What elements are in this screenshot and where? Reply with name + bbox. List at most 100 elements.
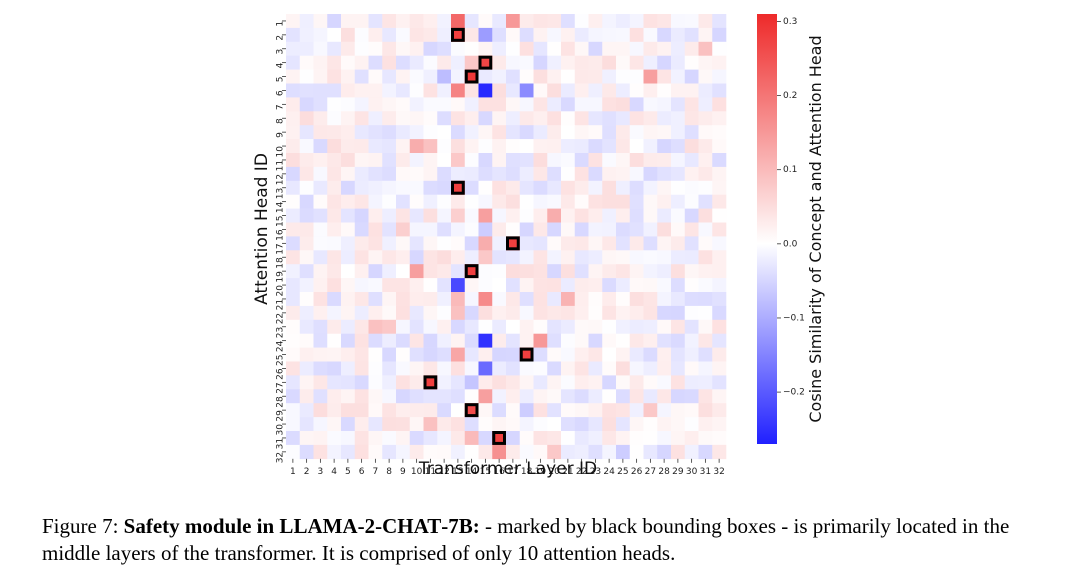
heatmap-cell <box>313 222 328 237</box>
x-tick-label: 30 <box>686 467 698 477</box>
heatmap-cell <box>588 97 603 112</box>
heatmap-cell <box>629 194 644 209</box>
safety-head-box <box>464 264 479 279</box>
heatmap-cell <box>327 14 342 29</box>
heatmap-cell <box>684 69 699 84</box>
heatmap-cell <box>286 153 301 168</box>
heatmap-cell <box>616 305 631 321</box>
heatmap-cell <box>478 333 493 348</box>
safety-head-box <box>506 236 520 251</box>
heatmap-cell <box>396 417 411 432</box>
heatmap-cell <box>382 389 397 404</box>
heatmap-cell <box>506 14 521 29</box>
heatmap-cell <box>712 139 727 154</box>
heatmap-cell <box>299 361 314 376</box>
heatmap-cell <box>437 361 452 376</box>
x-tick-label: 15 <box>480 467 491 477</box>
heatmap-cell <box>657 27 672 43</box>
heatmap-cell <box>547 431 562 446</box>
y-tick-label: 2 <box>276 35 286 41</box>
heatmap-cell <box>382 222 397 237</box>
heatmap-cell <box>478 55 493 70</box>
heatmap-cell <box>313 278 328 293</box>
heatmap-cell <box>382 444 397 460</box>
heatmap-cell <box>354 27 369 43</box>
heatmap-cell <box>684 194 699 209</box>
heatmap-cell <box>602 375 617 390</box>
heatmap-cell <box>451 278 466 293</box>
heatmap-cell <box>506 236 521 251</box>
heatmap-cell <box>313 389 328 404</box>
heatmap-cell <box>602 444 617 460</box>
heatmap-cell <box>643 333 658 348</box>
heatmap-cell <box>698 444 713 460</box>
heatmap-cell <box>629 27 644 43</box>
heatmap-cell <box>464 403 479 418</box>
heatmap-cell <box>464 375 479 390</box>
heatmap-cell <box>409 41 424 56</box>
heatmap-cell <box>464 41 479 56</box>
heatmap-cell <box>341 222 356 237</box>
heatmap-cell <box>533 417 548 432</box>
x-tick-label: 18 <box>521 467 533 477</box>
heatmap-cell <box>327 264 342 279</box>
heatmap-cell <box>643 14 658 29</box>
heatmap-cell <box>698 166 713 182</box>
heatmap-cell <box>712 431 727 446</box>
heatmap-cell <box>286 250 301 265</box>
heatmap-cell <box>657 55 672 70</box>
y-tick-label: 17 <box>276 243 286 254</box>
heatmap-cell <box>712 305 727 321</box>
heatmap-cell <box>684 236 699 251</box>
heatmap-cell <box>643 361 658 376</box>
heatmap-cell <box>313 403 328 418</box>
heatmap-cell <box>451 97 466 112</box>
heatmap-cell <box>492 444 507 460</box>
heatmap-cell <box>451 333 466 348</box>
heatmap-cell <box>327 319 342 334</box>
heatmap-cell <box>561 222 576 237</box>
heatmap-cell <box>299 444 314 460</box>
heatmap-cell <box>533 111 548 126</box>
y-tick-label: 8 <box>276 118 286 124</box>
heatmap-cell <box>657 208 672 223</box>
y-tick-label: 16 <box>276 229 286 241</box>
heatmap-cell <box>712 375 727 390</box>
heatmap-cell <box>712 236 727 251</box>
heatmap-cell <box>368 41 383 56</box>
heatmap-cell <box>313 27 328 43</box>
colorbar <box>757 14 777 444</box>
heatmap-cell <box>684 431 699 446</box>
heatmap-cell <box>547 125 562 140</box>
heatmap-cell <box>437 41 452 56</box>
heatmap-cell <box>341 208 356 223</box>
heatmap-cell <box>629 375 644 390</box>
heatmap-cell <box>547 166 562 182</box>
heatmap-cell <box>561 417 576 432</box>
heatmap-cell <box>423 361 438 376</box>
heatmap-cell <box>492 361 507 376</box>
heatmap-cell <box>602 278 617 293</box>
heatmap-cell <box>354 97 369 112</box>
heatmap-cell <box>313 431 328 446</box>
heatmap-cell <box>712 208 727 223</box>
heatmap-cell <box>533 361 548 376</box>
heatmap-cell <box>602 139 617 154</box>
heatmap-cell <box>712 153 727 168</box>
heatmap-cell <box>588 41 603 56</box>
heatmap-cell <box>588 236 603 251</box>
heatmap-cell <box>588 444 603 460</box>
heatmap-cell <box>464 180 479 195</box>
heatmap-cell <box>684 264 699 279</box>
heatmap-cell <box>299 208 314 223</box>
heatmap-cell <box>382 417 397 432</box>
heatmap-cell <box>382 41 397 56</box>
heatmap-cell <box>341 180 356 195</box>
heatmap-cell <box>313 166 328 182</box>
heatmap-cell <box>657 194 672 209</box>
heatmap-cell <box>423 41 438 56</box>
heatmap-cell <box>629 55 644 70</box>
heatmap-cell <box>286 375 301 390</box>
heatmap-cell <box>602 166 617 182</box>
heatmap-cell <box>396 139 411 154</box>
